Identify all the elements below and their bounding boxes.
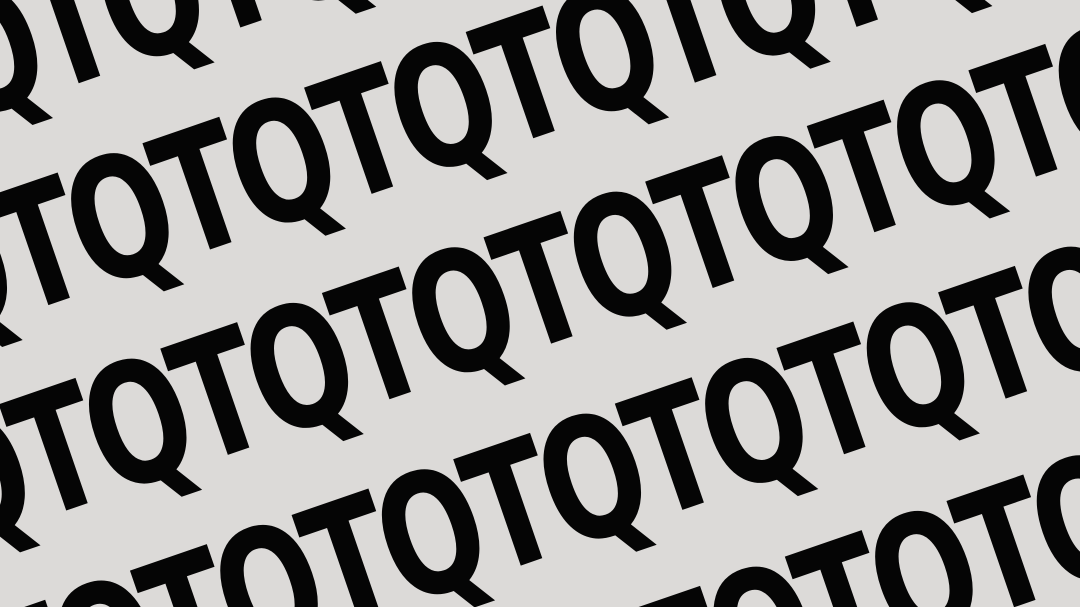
repeating-letter-pattern: QTQTQTQTQTQTQTQTQTQTQTQTQTQTQTQT QTQTQTQ… <box>0 0 1080 607</box>
